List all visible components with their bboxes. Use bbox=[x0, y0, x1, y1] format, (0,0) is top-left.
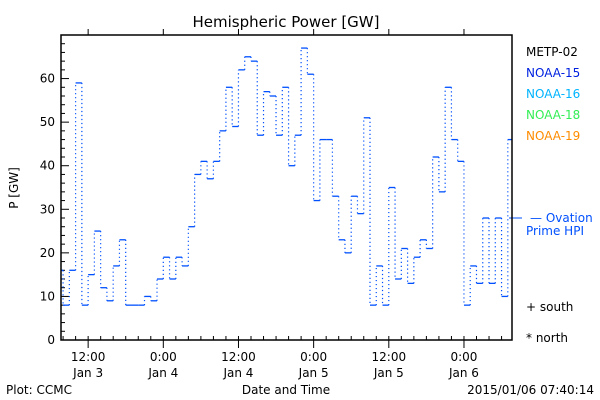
hemisphere-marker-label: + south bbox=[526, 300, 573, 314]
x-tick-label-date: Jan 4 bbox=[222, 366, 253, 380]
x-tick-label-date: Jan 4 bbox=[147, 366, 178, 380]
y-tick-label: 0 bbox=[47, 333, 55, 347]
x-tick-label-time: 12:00 bbox=[372, 350, 407, 364]
y-tick-label: 40 bbox=[40, 159, 55, 173]
x-tick-label-time: 0:00 bbox=[300, 350, 327, 364]
legend: METP-02 NOAA-15 NOAA-16 NOAA-18 NOAA-19 + sou… bbox=[526, 45, 580, 345]
y-axis-label: P [GW] bbox=[7, 167, 21, 209]
x-tick-label-date: Jan 3 bbox=[72, 366, 103, 380]
x-tick-label-time: 0:00 bbox=[450, 350, 477, 364]
y-tick-label: 30 bbox=[40, 202, 55, 216]
x-tick-label-date: Jan 5 bbox=[298, 366, 329, 380]
x-tick-label-date: Jan 6 bbox=[448, 366, 479, 380]
x-tick-label-time: 12:00 bbox=[221, 350, 256, 364]
legend-entry: NOAA-15 bbox=[526, 66, 580, 80]
x-tick-label-time: 0:00 bbox=[150, 350, 177, 364]
legend-entry: NOAA-18 bbox=[526, 108, 580, 122]
plot-frame bbox=[60, 34, 513, 341]
y-tick-label: 10 bbox=[40, 289, 55, 303]
ovation-label: — Ovation bbox=[530, 211, 593, 225]
legend-entry: METP-02 bbox=[526, 45, 578, 59]
x-axis-label: Date and Time bbox=[242, 383, 330, 397]
legend-entry: NOAA-19 bbox=[526, 129, 580, 143]
y-tick-label: 50 bbox=[40, 115, 55, 129]
plot-timestamp: 2015/01/06 07:40:14 bbox=[467, 383, 594, 397]
legend-entry: NOAA-16 bbox=[526, 87, 580, 101]
x-tick-label-time: 12:00 bbox=[71, 350, 106, 364]
y-tick-label: 60 bbox=[40, 72, 55, 86]
chart-title: Hemispheric Power [GW] bbox=[193, 13, 380, 31]
hemisphere-marker-label: * north bbox=[526, 331, 568, 345]
plot-credit: Plot: CCMC bbox=[6, 383, 72, 397]
y-tick-label: 20 bbox=[40, 246, 55, 260]
x-tick-label-date: Jan 5 bbox=[373, 366, 404, 380]
ovation-label-2: Prime HPI bbox=[526, 224, 584, 238]
